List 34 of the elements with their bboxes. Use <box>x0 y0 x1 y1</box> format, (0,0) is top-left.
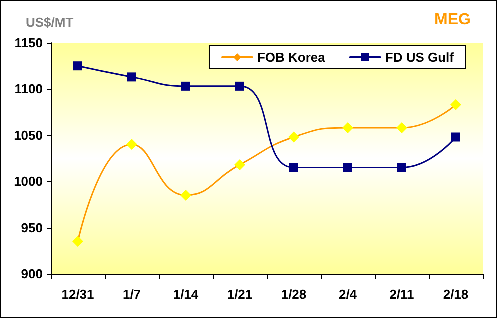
point <box>182 82 190 91</box>
legend-label: FOB Korea <box>257 50 326 65</box>
x-tick-label: 2/11 <box>390 287 414 302</box>
y-tick-label: 1100 <box>14 82 43 97</box>
x-tick-label: 2/4 <box>338 287 358 302</box>
point <box>126 139 138 150</box>
y-tick-label: 1150 <box>14 36 43 50</box>
point <box>72 236 84 248</box>
x-tick-label: 1/7 <box>122 287 142 302</box>
point <box>288 132 300 143</box>
point <box>74 62 82 71</box>
y-axis-title: US$/MT <box>26 15 74 30</box>
legend-label: FD US Gulf <box>385 50 455 65</box>
x-tick-label: 1/28 <box>281 287 307 302</box>
point <box>234 159 246 170</box>
chart-title: MEG <box>434 12 472 28</box>
point <box>344 163 352 172</box>
point <box>342 122 354 134</box>
x-tick-label: 1/14 <box>173 287 200 302</box>
y-tick-label: 1000 <box>14 174 43 190</box>
point <box>396 122 408 134</box>
x-tick-label: 2/18 <box>443 287 469 302</box>
point <box>450 99 462 110</box>
y-tick-label: 900 <box>21 266 43 282</box>
y-tick-label: 1050 <box>14 128 43 143</box>
x-tick-label: 12/31 <box>62 287 94 302</box>
point <box>398 163 406 172</box>
y-tick-label: 950 <box>21 220 43 236</box>
point <box>452 132 460 142</box>
point <box>128 72 136 82</box>
point <box>236 82 244 91</box>
x-tick-label: 1/21 <box>227 287 253 302</box>
point <box>290 163 298 172</box>
point <box>180 190 192 201</box>
